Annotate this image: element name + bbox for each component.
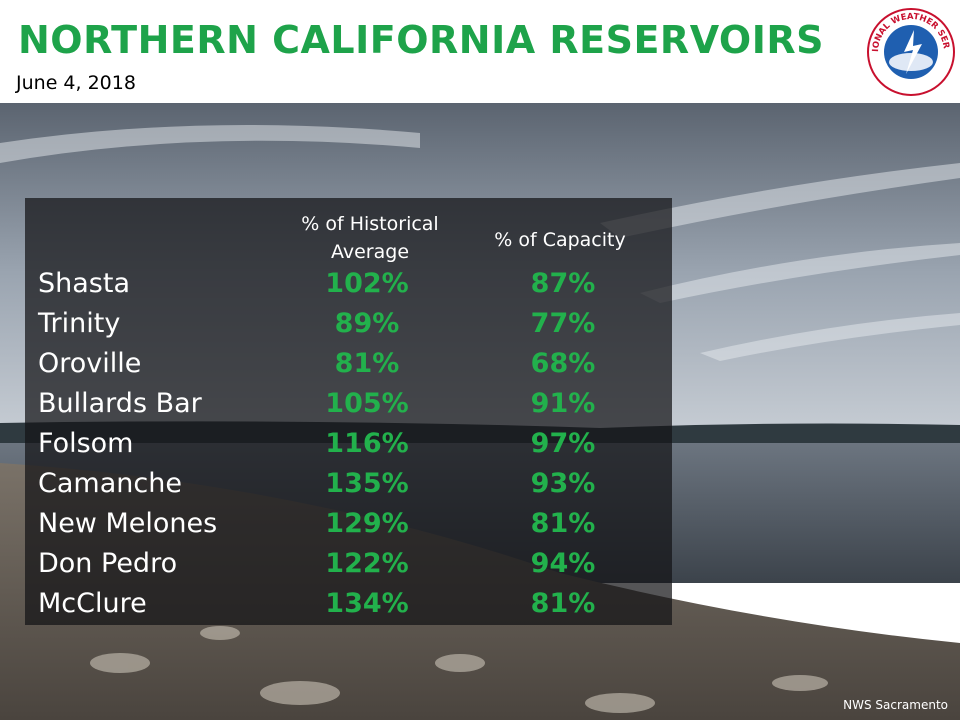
table-row: Camanche 135% 93%	[25, 468, 672, 508]
reservoir-name: New Melones	[38, 508, 218, 539]
historical-percent: 105%	[325, 388, 409, 419]
capacity-percent: 91%	[530, 388, 596, 419]
historical-percent: 134%	[325, 588, 409, 619]
table-row: Don Pedro 122% 94%	[25, 548, 672, 588]
capacity-percent: 94%	[530, 548, 596, 579]
historical-percent: 102%	[325, 268, 409, 299]
historical-percent: 89%	[334, 308, 400, 339]
column-header: % of Capacity	[494, 229, 626, 251]
column-header: % of Historical Average	[301, 213, 439, 263]
title: NORTHERN CALIFORNIA RESERVOIRS	[18, 18, 825, 62]
footer: NWS Sacramento	[843, 698, 948, 712]
capacity-percent: 77%	[530, 308, 596, 339]
reservoir-name: Bullards Bar	[38, 388, 202, 419]
capacity-percent: 87%	[530, 268, 596, 299]
nws-logo: NATIONAL WEATHER SERVICE	[866, 4, 955, 96]
reservoir-name: Folsom	[38, 428, 134, 459]
capacity-percent: 81%	[530, 508, 596, 539]
historical-percent: 122%	[325, 548, 409, 579]
table-row: New Melones 129% 81%	[25, 508, 672, 548]
historical-percent: 81%	[334, 348, 400, 379]
historical-percent: 129%	[325, 508, 409, 539]
reservoir-name: Trinity	[38, 308, 121, 339]
reservoir-name: Oroville	[38, 348, 142, 379]
capacity-percent: 93%	[530, 468, 596, 499]
reservoir-name: McClure	[38, 588, 147, 619]
historical-percent: 116%	[325, 428, 409, 459]
historical-percent: 135%	[325, 468, 409, 499]
table-panel: % of Historical Average % of Capacity Sh…	[25, 198, 672, 625]
capacity-percent: 81%	[530, 588, 596, 619]
table-row: Bullards Bar 105% 91%	[25, 388, 672, 428]
date: June 4, 2018	[16, 72, 136, 94]
capacity-percent: 97%	[530, 428, 596, 459]
reservoir-name: Shasta	[38, 268, 130, 299]
capacity-percent: 68%	[530, 348, 596, 379]
table-row: McClure 134% 81%	[25, 588, 672, 628]
table-row: Oroville 81% 68%	[25, 348, 672, 388]
reservoir-name: Camanche	[38, 468, 182, 499]
table-row: Folsom 116% 97%	[25, 428, 672, 468]
table-row: Shasta 102% 87%	[25, 268, 672, 308]
reservoir-name: Don Pedro	[38, 548, 178, 579]
table-row: Trinity 89% 77%	[25, 308, 672, 348]
